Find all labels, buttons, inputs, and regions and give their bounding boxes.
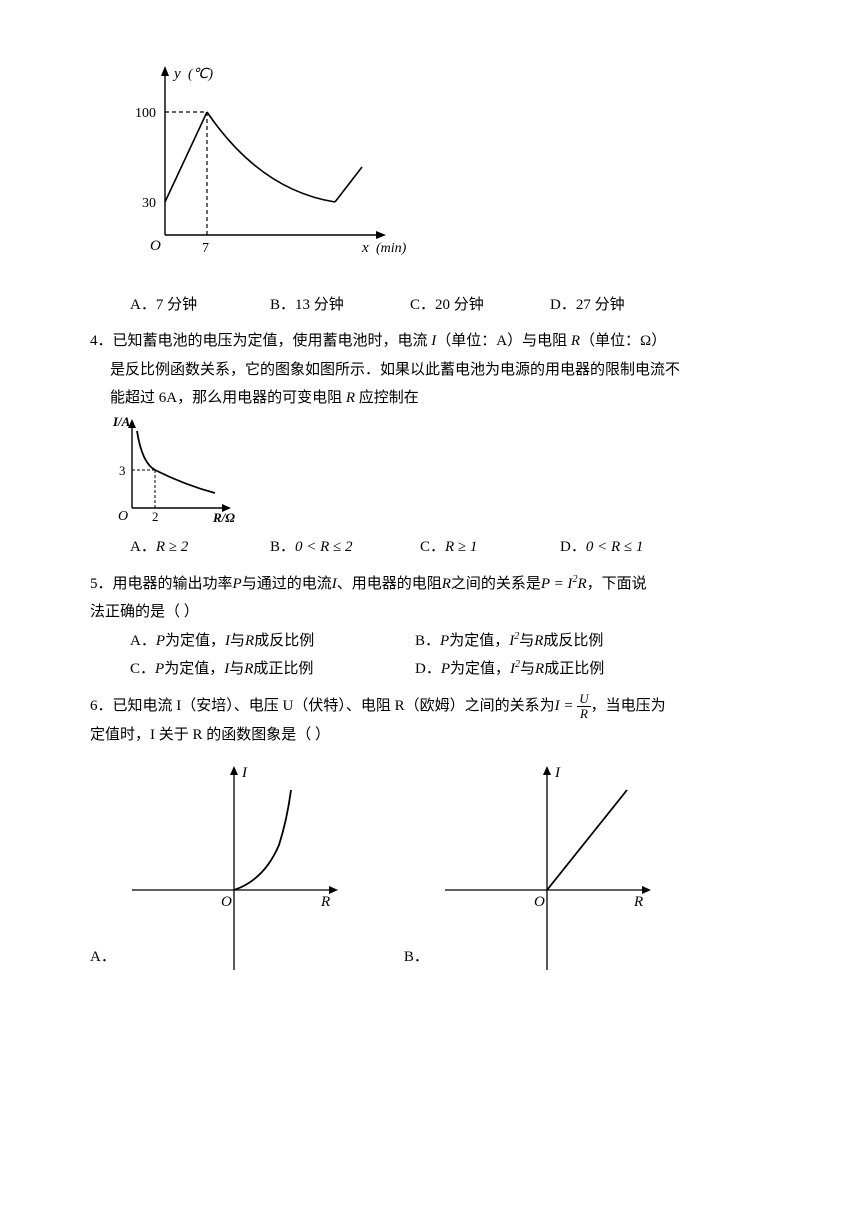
fraction-u-r: UR [577,692,590,722]
chart2-origin: O [118,509,128,523]
chart1-yunit: (℃) [188,67,213,82]
q4-option-a[interactable]: A．R ≥ 2 [130,533,270,562]
q3-option-c[interactable]: C．20 分钟 [410,291,550,320]
svg-text:I: I [241,765,248,781]
q4-line1b: （单位：A）与电阻 [436,333,571,349]
q6-num: 6． [90,698,113,714]
q4-line3b: 应控制在 [355,390,419,406]
chart1-origin: O [150,238,161,254]
q4-options: A．R ≥ 2 B．0 < R ≤ 2 C．R ≥ 1 D．0 < R ≤ 1 [130,533,790,562]
q4-line2: 是反比例函数关系，它的图象如图所示．如果以此蓄电池为电源的用电器的限制电流不 [110,356,790,385]
q4-line1c: （单位：Ω） [580,333,666,349]
q6-graph-a: I R O [124,760,344,980]
chart1-xlabel: x [361,240,369,256]
q3-options: A．7 分钟 B．13 分钟 C．20 分钟 D．27 分钟 [130,291,790,320]
q4-option-b[interactable]: B．0 < R ≤ 2 [270,533,420,562]
q4-option-c[interactable]: C．R ≥ 1 [420,533,560,562]
q4-line1: 已知蓄电池的电压为定值，使用蓄电池时，电流 [113,333,432,349]
chart1-ylabel: y [172,66,181,82]
chart2-ylabel: I/A [112,414,131,429]
q4-line3-wrap: 能超过 6A，那么用电器的可变电阻 R 应控制在 [110,384,790,413]
q6-graph-b-wrap[interactable]: B． I R O [404,760,657,980]
q6-graph-b: I R O [437,760,657,980]
svg-text:R: R [320,894,330,910]
chart1-container: y (℃) x (min) 100 30 7 O [120,60,790,271]
q4-var-r: R [571,333,580,349]
q5-line2: 法正确的是（ ） [90,598,790,627]
q5-options-row1: A．P为定值，I与R成反比例 B．P为定值，I2与R成反比例 [130,627,790,656]
q3-option-a[interactable]: A．7 分钟 [130,291,270,320]
q6-graph-a-wrap[interactable]: A． I R O [90,760,344,980]
q4: 4．已知蓄电池的电压为定值，使用蓄电池时，电流 I（单位：A）与电阻 R（单位：… [90,327,790,356]
q5-options-row2: C．P为定值，I与R成正比例 D．P为定值，I2与R成正比例 [130,655,790,684]
chart2-xlabel: R/Ω [212,510,235,523]
q5-option-a[interactable]: A．P为定值，I与R成反比例 [130,627,415,656]
chart2-svg: I/A R/Ω 3 2 O [110,413,245,523]
q6-line2: 定值时，I 关于 R 的函数图象是（ ） [90,721,790,750]
chart2-ytick: 3 [119,463,126,478]
q5: 5．用电器的输出功率P与通过的电流I、用电器的电阻R之间的关系是P = I2R，… [90,570,790,599]
svg-text:I: I [554,765,561,781]
chart1-xtick-7: 7 [202,241,209,256]
q5-num: 5． [90,576,113,592]
q4-line3: 能超过 6A，那么用电器的可变电阻 [110,390,346,406]
q4-num: 4． [90,333,113,349]
chart1-xunit: (min) [376,241,407,256]
q3-option-b[interactable]: B．13 分钟 [270,291,410,320]
q4-option-d[interactable]: D．0 < R ≤ 1 [560,533,700,562]
q6-opt-b: B． [404,943,429,980]
chart2-container: I/A R/Ω 3 2 O [110,413,790,534]
svg-text:R: R [633,894,643,910]
chart1-ytick-100: 100 [135,106,156,121]
q3-option-d[interactable]: D．27 分钟 [550,291,690,320]
q6-graphs: A． I R O B． I R O [90,760,790,980]
q5-option-b[interactable]: B．P为定值，I2与R成反比例 [415,627,700,656]
q5-option-d[interactable]: D．P为定值，I2与R成正比例 [415,655,700,684]
svg-text:O: O [221,894,232,910]
chart1-ytick-30: 30 [142,196,156,211]
q5-option-c[interactable]: C．P为定值，I与R成正比例 [130,655,415,684]
chart2-xtick: 2 [152,509,159,523]
chart1-svg: y (℃) x (min) 100 30 7 O [120,60,410,260]
q4-var-r2: R [346,390,355,406]
svg-text:O: O [534,894,545,910]
q6: 6．已知电流 I（安培）、电压 U（伏特）、电阻 R（欧姆）之间的关系为I = … [90,692,790,722]
q6-opt-a: A． [90,943,116,980]
